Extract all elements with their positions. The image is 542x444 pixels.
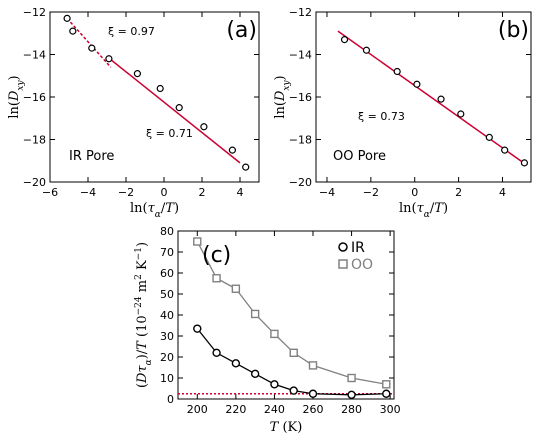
y-tick-label: −16 <box>289 91 312 104</box>
x-tick-label: 240 <box>264 403 285 416</box>
data-point <box>156 84 164 93</box>
data-point <box>242 163 250 171</box>
x-tick-label: 280 <box>341 403 362 416</box>
series-line-ir <box>196 328 387 396</box>
data-point-oo <box>382 380 391 389</box>
data-point <box>63 14 71 22</box>
x-tick-label: −6 <box>42 186 58 199</box>
xi-annotation-fit: ξ = 0.73 <box>358 110 405 123</box>
y-tick-label: −20 <box>23 176 46 189</box>
pore-label: IR Pore <box>69 149 114 164</box>
data-point-oo <box>212 274 221 283</box>
y-axis-label: ln(Dxy) <box>273 75 292 118</box>
data-point-oo <box>250 309 260 319</box>
x-tick-label: 200 <box>187 403 208 416</box>
y-tick-label: −20 <box>289 176 312 189</box>
y-tick-label: −14 <box>23 49 46 62</box>
data-point-ir <box>193 324 202 333</box>
y-tick-label: 80 <box>160 225 174 238</box>
data-point-oo <box>231 284 241 293</box>
panel-label: (a) <box>226 18 257 43</box>
y-tick-label: 10 <box>160 372 174 385</box>
x-tick-label: 2 <box>455 186 462 199</box>
data-point <box>69 27 77 35</box>
x-tick-label: 220 <box>225 403 246 416</box>
fit-line <box>106 56 241 164</box>
x-tick-label: −4 <box>80 186 96 199</box>
y-tick-label: −16 <box>23 91 46 104</box>
x-tick-label: −2 <box>363 186 379 199</box>
panel-label: (c) <box>202 243 231 268</box>
data-point-ir <box>212 348 221 357</box>
y-axis-label: (Dτα)/T (10−24 m2 K−1) <box>134 242 154 388</box>
y-tick-label: 30 <box>160 330 174 343</box>
xi-annotation-fit: ξ = 0.71 <box>146 127 193 140</box>
panel-c: 200 220 240 260 280 300 80 70 60 50 40 30 20 10 0 (c) IR… <box>134 225 401 435</box>
data-point <box>393 67 401 76</box>
xi-annotation-steep: ξ = 0.97 <box>108 25 155 38</box>
x-tick-label: 0 <box>411 186 418 199</box>
data-point-ir <box>231 359 241 368</box>
y-tick-label: 40 <box>160 309 174 322</box>
data-point <box>501 146 509 154</box>
x-tick-label: 2 <box>199 186 206 199</box>
data-point-ir <box>250 369 260 378</box>
panel-a: −6 −4 −2 0 2 4−12−14−16−18−20(a)ln(Dxy)ln(τα/… <box>7 6 260 220</box>
data-point <box>175 104 183 112</box>
data-point-oo <box>308 361 318 370</box>
x-axis-label: ln(τα/T) <box>130 201 179 220</box>
fit-line <box>66 17 112 68</box>
data-point <box>457 110 465 118</box>
y-tick-label: −18 <box>23 134 46 147</box>
data-point <box>228 146 236 154</box>
data-point <box>362 46 371 54</box>
fit-line <box>337 30 528 166</box>
data-point <box>520 159 529 167</box>
y-tick-label: 50 <box>160 288 174 301</box>
x-axis-label: T (K) <box>270 420 303 435</box>
x-tick-label: 260 <box>303 403 324 416</box>
data-point-ir <box>308 389 318 398</box>
x-tick-label: 300 <box>380 403 401 416</box>
data-point-oo <box>289 348 298 357</box>
legend-marker-ir <box>338 242 348 252</box>
x-axis-label: ln(τα/T) <box>399 201 448 220</box>
x-tick-label: 0 <box>161 186 168 199</box>
y-tick-label: 20 <box>160 351 174 364</box>
x-tick-label: 4 <box>237 186 244 199</box>
legend-marker-oo <box>338 259 348 269</box>
data-point <box>88 44 96 52</box>
data-point <box>133 70 141 78</box>
data-point-oo <box>193 237 202 246</box>
legend-label-oo: OO <box>351 257 373 273</box>
x-tick-label: −4 <box>319 186 335 199</box>
data-point-ir <box>270 380 279 389</box>
data-point <box>105 55 113 63</box>
data-point-oo <box>347 373 356 383</box>
y-tick-label: 0 <box>167 393 174 406</box>
data-point <box>200 123 208 131</box>
y-tick-label: 70 <box>160 246 174 259</box>
data-point <box>413 80 421 88</box>
panel-b: −4 −2 0 2 4−12−14−16−18−20(b)ln(Dxy)ln(τα/T)… <box>273 6 532 220</box>
x-tick-label: 4 <box>499 186 506 199</box>
pore-label: OO Pore <box>333 149 386 164</box>
legend-label-ir: IR <box>351 240 365 256</box>
y-tick-label: −14 <box>289 49 312 62</box>
x-tick-label: −2 <box>118 186 134 199</box>
data-point <box>485 133 493 141</box>
panel-label: (b) <box>498 18 529 43</box>
data-point <box>340 36 349 44</box>
data-point-ir <box>347 390 356 399</box>
data-point-ir <box>289 386 298 395</box>
data-point-ir <box>382 389 391 398</box>
y-tick-label: −18 <box>289 134 312 147</box>
data-point <box>437 95 445 103</box>
y-tick-label: −12 <box>23 6 46 19</box>
y-tick-label: 60 <box>160 267 174 280</box>
data-point-oo <box>270 329 279 339</box>
y-axis-label: ln(Dxy) <box>7 75 26 118</box>
y-tick-label: −12 <box>289 6 312 19</box>
